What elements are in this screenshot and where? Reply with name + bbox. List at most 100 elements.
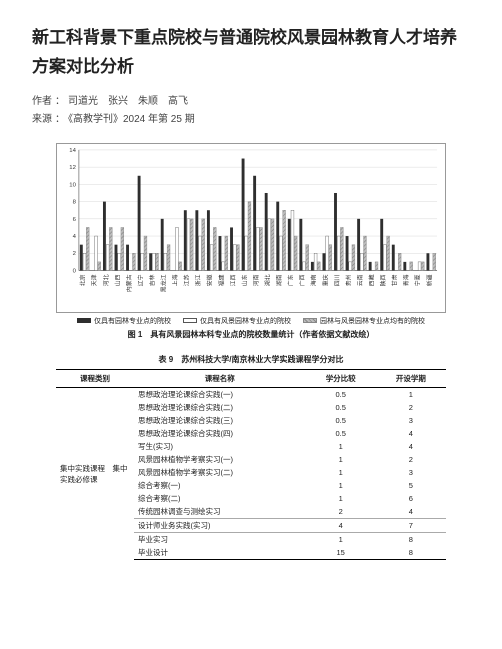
x-tick-label: 青海 bbox=[402, 274, 410, 286]
bar bbox=[132, 253, 135, 270]
bar bbox=[103, 201, 106, 270]
bar bbox=[167, 244, 170, 270]
bar bbox=[357, 219, 360, 271]
semester-cell: 8 bbox=[376, 546, 446, 560]
source-line: 来源：《高教学刊》2024 年第 25 期 bbox=[32, 110, 470, 125]
table-header-row: 课程类别课程名称学分比较开设学期 bbox=[56, 369, 446, 387]
row-group-label: 集中实践课程 集中实践必修课 bbox=[56, 387, 134, 559]
semester-cell: 3 bbox=[376, 414, 446, 427]
x-tick-label: 甘肃 bbox=[391, 274, 399, 286]
semester-cell: 1 bbox=[376, 387, 446, 401]
credit-cell: 1 bbox=[306, 453, 376, 466]
course-name-cell: 思想政治理论课综合实践(四) bbox=[134, 427, 306, 440]
bar bbox=[184, 210, 187, 270]
bar bbox=[213, 227, 216, 270]
x-tick-label: 湖北 bbox=[263, 274, 271, 286]
x-tick-label: 重庆 bbox=[321, 274, 329, 286]
svg-text:8: 8 bbox=[73, 199, 77, 205]
bar bbox=[410, 262, 413, 271]
semester-cell: 8 bbox=[376, 532, 446, 546]
bar bbox=[242, 158, 245, 270]
bar bbox=[207, 210, 210, 270]
bar bbox=[294, 236, 297, 270]
credit-cell: 15 bbox=[306, 546, 376, 560]
semester-cell: 3 bbox=[376, 466, 446, 479]
bar bbox=[260, 227, 263, 270]
course-name-cell: 传统园林调查与测绘实习 bbox=[134, 505, 306, 519]
bar bbox=[334, 193, 337, 271]
data-table: 课程类别课程名称学分比较开设学期集中实践课程 集中实践必修课思想政治理论课综合实… bbox=[56, 369, 446, 560]
bar bbox=[337, 236, 340, 270]
bar bbox=[346, 236, 349, 270]
x-tick-label: 新疆 bbox=[425, 274, 433, 286]
bar bbox=[115, 244, 118, 270]
bar bbox=[161, 219, 164, 271]
bar bbox=[222, 262, 225, 271]
bar bbox=[340, 227, 343, 270]
x-tick-label: 安徽 bbox=[206, 274, 214, 286]
x-tick-label: 黑龙江 bbox=[160, 274, 168, 292]
bar bbox=[311, 262, 314, 271]
x-tick-label: 广西 bbox=[298, 274, 306, 286]
course-name-cell: 风景园林植物学考察实习(一) bbox=[134, 453, 306, 466]
bar bbox=[418, 262, 421, 271]
bar bbox=[138, 176, 141, 271]
bar bbox=[121, 227, 124, 270]
semester-cell: 4 bbox=[376, 440, 446, 453]
bar bbox=[248, 201, 251, 270]
x-tick-label: 河北 bbox=[102, 274, 110, 286]
svg-text:4: 4 bbox=[73, 234, 77, 240]
bar bbox=[306, 244, 309, 270]
bar bbox=[380, 219, 383, 271]
bar bbox=[265, 193, 268, 271]
bar bbox=[190, 219, 193, 271]
credit-cell: 0.5 bbox=[306, 401, 376, 414]
x-tick-label: 贵州 bbox=[344, 274, 352, 286]
svg-text:0: 0 bbox=[73, 268, 77, 274]
x-tick-label: 河南 bbox=[252, 274, 260, 286]
bar bbox=[156, 253, 159, 270]
figure-caption: 图 1 具有风景园林本科专业点的院校数量统计（作者依据文献改绘） bbox=[56, 329, 446, 340]
x-tick-label: 福建 bbox=[217, 274, 225, 286]
legend-swatch bbox=[303, 318, 317, 323]
course-name-cell: 毕业实习 bbox=[134, 532, 306, 546]
bar bbox=[164, 253, 167, 270]
bar bbox=[299, 219, 302, 271]
semester-cell: 5 bbox=[376, 479, 446, 492]
bar bbox=[141, 253, 144, 270]
x-tick-label: 西藏 bbox=[367, 274, 375, 286]
bar bbox=[225, 236, 228, 270]
x-tick-label: 山西 bbox=[113, 274, 121, 286]
svg-text:14: 14 bbox=[69, 148, 76, 154]
bar bbox=[352, 244, 355, 270]
bar bbox=[219, 236, 222, 270]
semester-cell: 7 bbox=[376, 518, 446, 532]
legend-label: 仅具有园林专业点的院校 bbox=[94, 316, 171, 326]
credit-cell: 1 bbox=[306, 440, 376, 453]
bar bbox=[375, 262, 378, 271]
bar bbox=[268, 219, 271, 271]
x-tick-label: 江苏 bbox=[183, 274, 191, 286]
legend-item: 仅具有风景园林专业点的院校 bbox=[183, 316, 291, 326]
x-tick-label: 宁夏 bbox=[414, 274, 422, 286]
legend-label: 园林与风景园林专业点均有的院校 bbox=[320, 316, 425, 326]
x-tick-label: 浙江 bbox=[194, 274, 202, 286]
bar bbox=[199, 236, 202, 270]
svg-text:6: 6 bbox=[73, 217, 77, 223]
semester-cell: 4 bbox=[376, 505, 446, 519]
credit-cell: 0.5 bbox=[306, 414, 376, 427]
table-header-cell: 课程名称 bbox=[134, 369, 306, 387]
authors-sep: ： bbox=[55, 96, 65, 107]
svg-text:2: 2 bbox=[73, 251, 76, 257]
bar bbox=[202, 219, 205, 271]
chart-legend: 仅具有园林专业点的院校 仅具有风景园林专业点的院校 园林与风景园林专业点均有的院校 bbox=[56, 316, 446, 326]
bar bbox=[253, 176, 256, 271]
x-tick-label: 江西 bbox=[230, 274, 237, 286]
bar bbox=[83, 253, 86, 270]
authors-line: 作者：司道光 张兴 朱顺 高飞 bbox=[32, 92, 470, 107]
bar bbox=[283, 210, 286, 270]
credit-cell: 0.5 bbox=[306, 427, 376, 440]
credit-cell: 1 bbox=[306, 492, 376, 505]
credit-cell: 1 bbox=[306, 532, 376, 546]
credit-cell: 1 bbox=[306, 466, 376, 479]
